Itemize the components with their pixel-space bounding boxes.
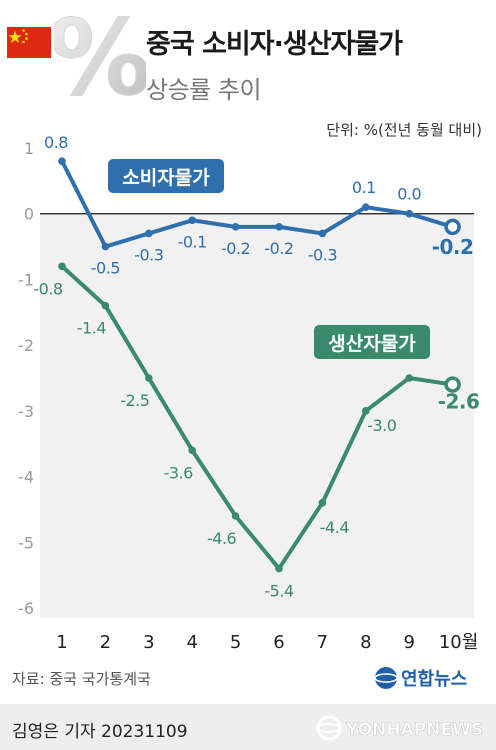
data-label: -0.3: [134, 245, 163, 264]
globe-icon: [375, 667, 397, 689]
globe-icon-orbit: [374, 673, 398, 683]
data-label: 0.8: [44, 133, 68, 152]
brand-text: 연합뉴스: [401, 668, 467, 690]
watermark-text: YONHAPNEWS: [345, 720, 483, 740]
flag-small-star: [25, 32, 28, 36]
y-tick-label: 0: [24, 205, 34, 224]
data-point: [58, 262, 66, 271]
data-point: [318, 229, 327, 238]
yonhap-watermark: YONHAPNEWS: [316, 715, 483, 741]
y-tick-label: -3: [18, 402, 34, 421]
yonhap-logo: 연합뉴스: [374, 667, 467, 690]
percent-glyph: %: [54, 4, 146, 106]
data-point: [145, 229, 153, 238]
data-point: [101, 301, 110, 310]
x-tick-label: 9: [403, 632, 414, 653]
flag-small-star: [25, 37, 28, 40]
x-tick-label: 1: [56, 632, 67, 653]
data-point: [145, 374, 153, 382]
watermark-globe-icon: [316, 715, 342, 741]
data-label: -1.4: [77, 319, 107, 338]
data-point: [318, 499, 327, 507]
data-label: -0.3: [308, 245, 337, 264]
y-tick-label: -2: [18, 336, 34, 355]
data-point: [444, 218, 461, 236]
x-tick-label: 7: [317, 632, 328, 653]
data-point: [405, 209, 414, 218]
data-point: [275, 564, 283, 573]
series-name-box: [108, 159, 224, 193]
x-tick-label: 8: [360, 632, 371, 653]
data-point: [405, 374, 414, 382]
data-label: -3.0: [367, 416, 397, 435]
data-label: -2.5: [120, 391, 149, 410]
line-chart: 1 0 -1 -2 -3 -4 -5 -6 1 2 3 4 5 6 7 8 9 10월 0.8 -0.5 -0.3 -0…: [18, 133, 480, 653]
unit-note: 단위: %(전년 동월 대비): [326, 121, 482, 139]
data-point: [444, 376, 461, 393]
watermark-globe-orbit: [317, 723, 341, 733]
data-label: -0.5: [91, 259, 120, 278]
percent-icon: %: [54, 4, 146, 106]
data-point: [362, 407, 370, 415]
author-date: 김영은 기자 20231109: [12, 722, 188, 742]
data-label: 0.1: [352, 178, 376, 197]
series-line: [60, 264, 455, 571]
data-label: 0.0: [397, 185, 421, 204]
data-label: -0.2: [221, 239, 250, 258]
y-tick-label: 1: [24, 139, 34, 158]
data-label: -2.6: [438, 390, 480, 414]
series-name-label: 생산자물가: [328, 333, 416, 355]
data-label: -4.6: [207, 529, 237, 548]
flag-small-star: [22, 40, 25, 44]
y-tick-label: -6: [18, 599, 34, 618]
data-point: [275, 223, 283, 231]
x-tick-label: 3: [143, 632, 154, 653]
negative-region: [40, 213, 474, 618]
data-point: [362, 203, 370, 211]
series-name-label: 소비자물가: [122, 167, 210, 189]
data-label: -0.8: [33, 279, 63, 298]
x-tick-label: 5: [230, 632, 241, 653]
data-label: -0.2: [264, 239, 293, 258]
data-point: [188, 216, 196, 225]
y-tick-label: -4: [18, 468, 34, 487]
data-label: -0.1: [178, 232, 207, 251]
source-note: 자료: 중국 국가통계국: [12, 670, 151, 688]
flag-small-star: [22, 29, 25, 32]
x-tick-label: 10월: [439, 632, 478, 653]
x-tick-label: 4: [186, 632, 197, 653]
series-name-box: [314, 325, 430, 359]
data-label: -0.2: [432, 235, 474, 259]
data-point: [188, 446, 196, 455]
chart-title: 중국 소비자·생산자물가: [146, 29, 403, 60]
byline-bar: 김영은 기자 20231109 YONHAPNEWS: [0, 704, 496, 750]
y-tick-label: -1: [18, 270, 34, 289]
data-point: [231, 223, 240, 231]
data-label: -4.4: [320, 518, 350, 537]
chart-subtitle: 상승률 추이: [146, 76, 262, 104]
data-point: [231, 512, 240, 520]
y-tick-label: -5: [18, 533, 34, 552]
series-line: [60, 159, 455, 249]
flag-big-star: [8, 30, 22, 43]
flag-field: [7, 27, 51, 58]
data-label: -3.6: [164, 463, 194, 482]
data-point: [101, 242, 110, 251]
china-flag-icon: [7, 27, 51, 58]
x-tick-label: 2: [100, 632, 111, 653]
x-tick-label: 6: [273, 632, 284, 653]
data-point: [58, 157, 66, 165]
data-label: -5.4: [264, 582, 294, 601]
